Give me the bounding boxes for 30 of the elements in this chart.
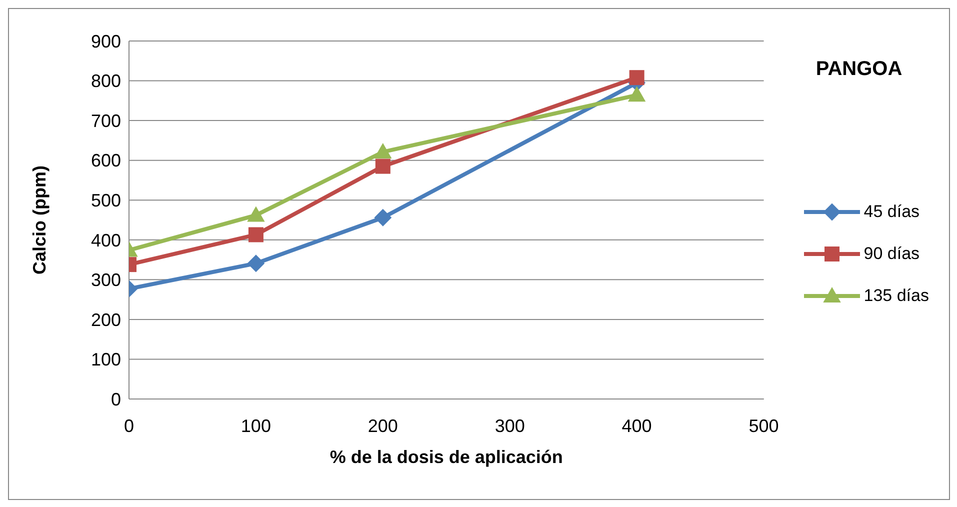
- point: [374, 143, 392, 158]
- x-tick-label: 0: [124, 416, 134, 436]
- y-axis-title: Calcio (ppm): [29, 165, 50, 275]
- point: [247, 206, 264, 222]
- x-tick-label: 200: [368, 416, 398, 436]
- point: [375, 158, 390, 174]
- y-tick-label: 200: [90, 310, 121, 330]
- y-tick-label: 300: [90, 270, 121, 290]
- legend-label: 90 días: [864, 244, 920, 264]
- point: [629, 70, 644, 86]
- point: [248, 227, 264, 242]
- y-tick-label: 800: [90, 71, 121, 92]
- point: [374, 209, 392, 226]
- y-tick-label: 500: [90, 190, 121, 210]
- x-tick-label: 500: [748, 416, 779, 436]
- text: PANGOA: [816, 58, 902, 80]
- y-tick-label: 600: [90, 150, 121, 171]
- y-tick-label: 400: [90, 230, 121, 250]
- x-tick-label: 100: [240, 416, 271, 436]
- y-tick-label: 700: [90, 110, 121, 131]
- point: [628, 86, 646, 102]
- y-tick-label: 100: [90, 350, 121, 370]
- legend-label: 135 días: [864, 286, 929, 306]
- legend-label: 45 días: [864, 202, 920, 222]
- x-tick-label: 400: [622, 416, 652, 436]
- y-tick-label: 0: [110, 389, 121, 410]
- y-tick-label: 900: [90, 31, 121, 52]
- point: [247, 254, 264, 272]
- x-axis-title: % de la dosis de aplicación: [330, 447, 563, 467]
- x-tick-label: 300: [494, 416, 525, 436]
